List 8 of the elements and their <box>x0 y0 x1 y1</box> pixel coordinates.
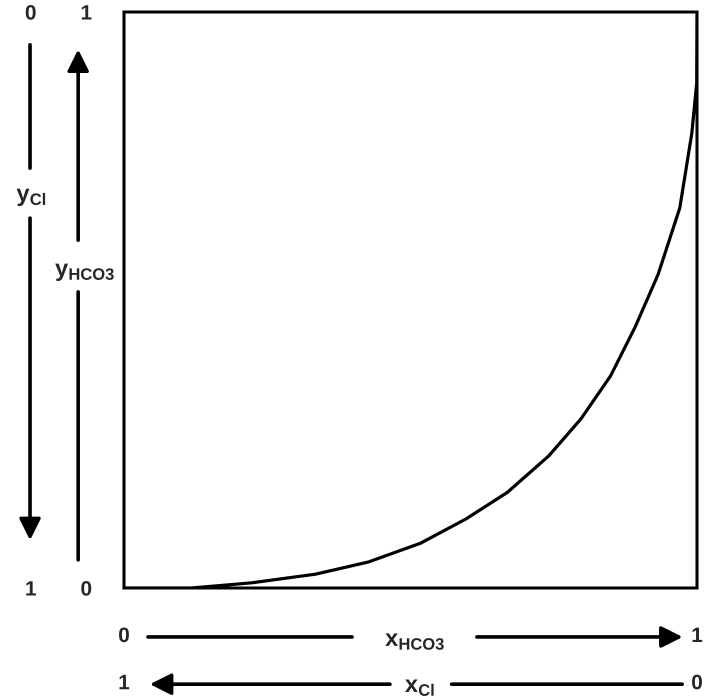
x2-axis-title: x$_{Cl}$ <box>405 680 434 696</box>
y2-tick-label: 0 <box>26 5 36 20</box>
y2-axis-title: y$_{Cl}$ <box>16 188 46 206</box>
y2-tick-label: 1 <box>26 581 36 596</box>
x-axis-title: x$_{HCO3}$ <box>385 633 444 650</box>
y-axis-title: y$_{HCO3}$ <box>55 264 114 281</box>
x2-tick-label: 0 <box>692 674 702 690</box>
x2-tick-label: 1 <box>120 674 130 690</box>
